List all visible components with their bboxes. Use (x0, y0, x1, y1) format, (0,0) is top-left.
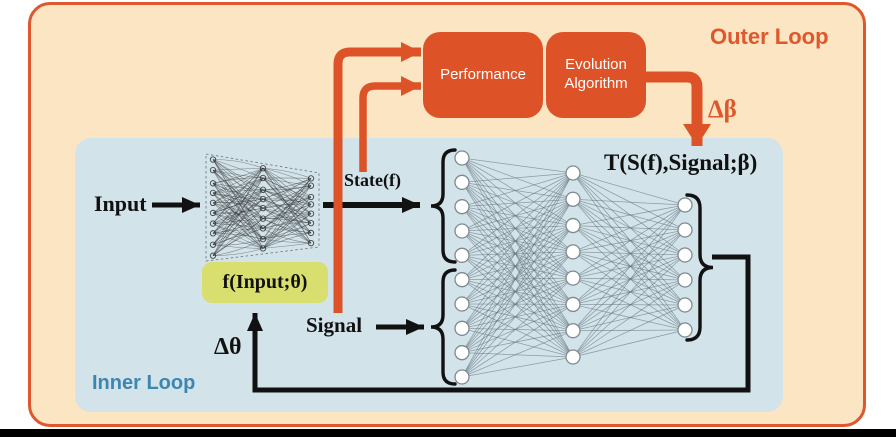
performance-label: Performance (440, 65, 526, 83)
inner-loop-label: Inner Loop (92, 372, 196, 394)
delta-theta-label: Δθ (214, 334, 242, 360)
transform-function-label: T(S(f),Signal;β) (604, 150, 758, 175)
signal-label: Signal (306, 313, 363, 337)
input-label: Input (94, 191, 147, 216)
inner-loop-container (75, 138, 783, 412)
bottom-border-bar (0, 429, 896, 437)
f-input-theta-box: f(Input;θ) (202, 262, 328, 303)
evolution-algorithm-box: Evolution Algorithm (546, 32, 646, 118)
delta-beta-label: Δβ (708, 96, 737, 123)
f-input-theta-label: f(Input;θ) (222, 271, 308, 293)
state-f-label: State(f) (344, 170, 401, 190)
evolution-algorithm-label: Evolution Algorithm (564, 56, 628, 92)
outer-loop-label: Outer Loop (710, 24, 829, 49)
performance-box: Performance (423, 32, 543, 118)
